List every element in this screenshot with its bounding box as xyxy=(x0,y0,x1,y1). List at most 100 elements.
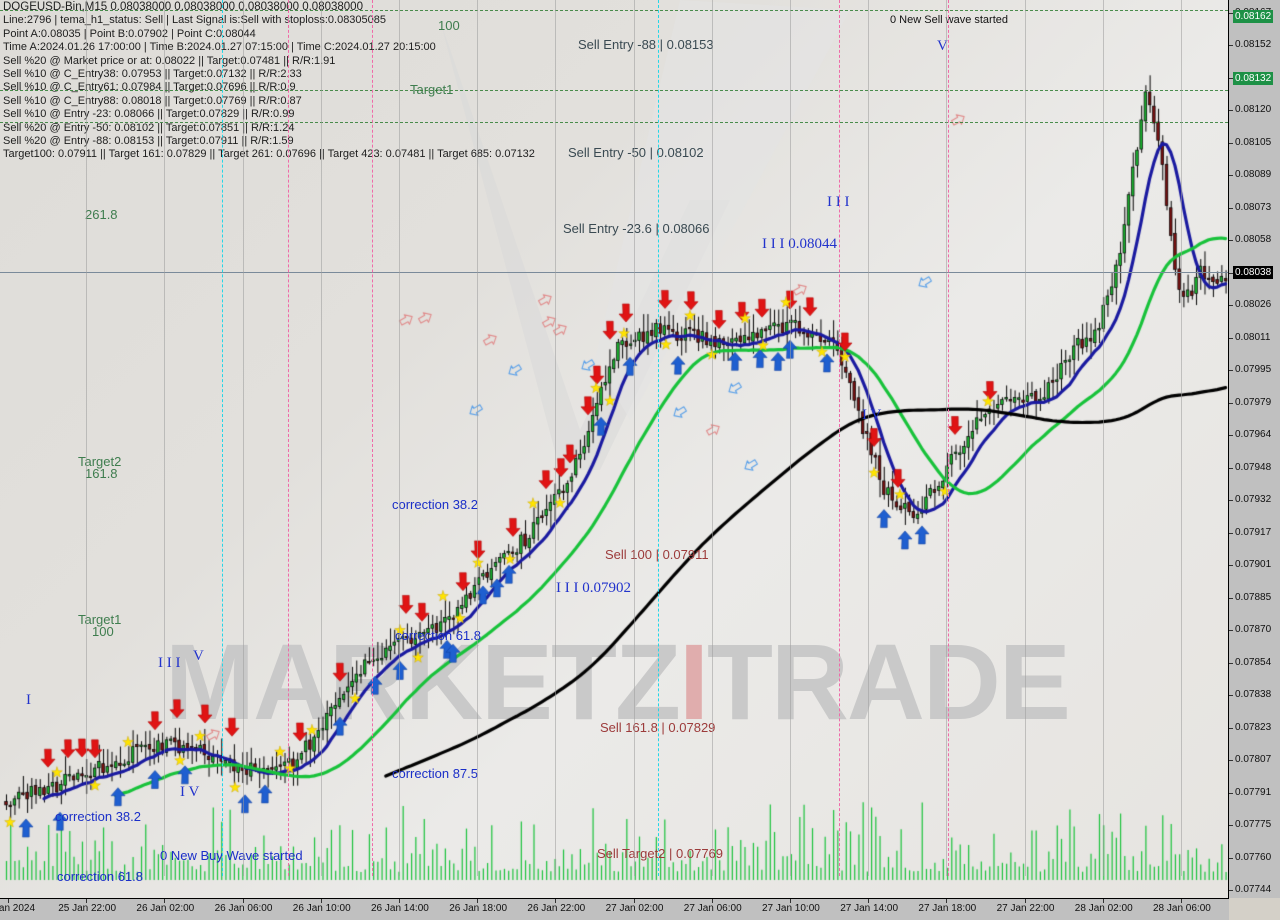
sell-161-8-label: Sell 161.8 | 0.07829 xyxy=(600,720,716,735)
wave-mark-III-left: I I I xyxy=(158,655,181,671)
time-tick-mark xyxy=(711,899,713,903)
new-sell-wave-label: 0 New Sell wave started xyxy=(890,14,1008,26)
price-badge: 0.08132 xyxy=(1233,72,1274,85)
time-tick-mark xyxy=(633,899,635,903)
time-axis[interactable]: 25 Jan 2024 25 Jan 22:00 26 Jan 02:00 26 Ja… xyxy=(0,899,1229,920)
price-badge: 0.08038 xyxy=(1233,266,1274,279)
current-price-line xyxy=(0,272,1228,273)
sell-entry-236-label: Sell Entry -23.6 | 0.08066 xyxy=(563,221,710,236)
info-line: Sell %20 @ Entry -50: 0.08102 || Target:… xyxy=(3,121,295,134)
new-buy-wave-label: 0 New Buy Wave started xyxy=(160,848,303,863)
time-tick-mark xyxy=(1181,899,1182,903)
wave-vertical-line xyxy=(372,0,373,876)
time-tick-mark xyxy=(1024,899,1026,903)
time-grid-line xyxy=(242,0,244,876)
time-tick-label: 25 Jan 2024 xyxy=(0,903,36,914)
time-tick-mark xyxy=(477,899,479,903)
target1-top-label: Target1 xyxy=(410,82,454,97)
time-tick-mark xyxy=(86,899,88,903)
level-261-8-label: 261.8 xyxy=(85,207,118,222)
time-grid-line xyxy=(477,0,479,876)
time-tick-label: 28 Jan 06:00 xyxy=(1153,903,1211,914)
wave-mark-IV-left: I V xyxy=(180,784,200,800)
target2-label: Target2 xyxy=(78,454,122,469)
wave-mark-V-left: V xyxy=(193,648,204,664)
time-grid-line xyxy=(320,0,322,876)
time-tick-mark xyxy=(555,899,557,903)
time-grid-line xyxy=(164,0,166,876)
price-axis[interactable]: 0.081670.081520.081360.081200.081050.080… xyxy=(1229,0,1280,898)
time-tick-mark xyxy=(399,899,400,903)
info-line: Target100: 0.07911 || Target 161: 0.0782… xyxy=(3,148,535,161)
wave-mark-III-price-mid: I I I 0.07902 xyxy=(556,580,631,596)
time-grid-line xyxy=(711,0,713,876)
fib-level-line xyxy=(0,122,1228,123)
time-grid-line xyxy=(1024,0,1026,876)
time-tick-label: 26 Jan 06:00 xyxy=(214,903,273,914)
time-grid-line xyxy=(868,0,870,876)
wave-vertical-line xyxy=(288,0,289,876)
chart-plot-area[interactable]: MARKETZITRADE DOGEUSD-Bin,M15 0.08038000… xyxy=(0,0,1229,899)
time-tick-mark xyxy=(790,899,791,903)
correction-61-8-mid: correction 61.8 xyxy=(395,628,481,643)
time-tick-label: 27 Jan 10:00 xyxy=(762,903,820,914)
time-grid-line xyxy=(790,0,791,876)
sell-entry-88-label: Sell Entry -88 | 0.08153 xyxy=(578,37,714,52)
info-line: Time A:2024.01.26 17:00:00 | Time B:2024… xyxy=(3,41,436,54)
price-badge: 0.08162 xyxy=(1233,10,1274,23)
time-tick-mark xyxy=(1102,899,1104,903)
time-grid-line xyxy=(399,0,400,876)
wave-vertical-line xyxy=(839,0,840,876)
symbol-line: DOGEUSD-Bin,M15 0.08038000 0.08038000 0.… xyxy=(3,1,363,13)
wave-vertical-line xyxy=(658,0,659,876)
time-grid-line xyxy=(633,0,635,876)
time-grid-line xyxy=(86,0,88,876)
time-tick-label: 25 Jan 22:00 xyxy=(58,903,117,914)
time-tick-label: 27 Jan 22:00 xyxy=(996,903,1055,914)
time-tick-label: 27 Jan 06:00 xyxy=(683,903,742,914)
sell-entry-50-label: Sell Entry -50 | 0.08102 xyxy=(568,145,704,160)
time-tick-label: 27 Jan 02:00 xyxy=(605,903,664,914)
info-line: Sell %10 @ C_Entry38: 0.07953 || Target:… xyxy=(3,68,302,81)
time-grid-line xyxy=(1181,0,1182,876)
time-grid-line xyxy=(946,0,948,876)
target1-label: Target1 xyxy=(78,612,122,627)
time-tick-mark xyxy=(242,899,244,903)
level-100-label: 100 xyxy=(438,18,460,33)
target2-value-label: 161.8 xyxy=(85,466,118,481)
info-line: Point A:0.08035 | Point B:0.07902 | Poin… xyxy=(3,27,256,40)
correction-38-2-mid: correction 38.2 xyxy=(392,497,478,512)
price-canvas[interactable] xyxy=(0,0,1228,898)
time-tick-label: 26 Jan 18:00 xyxy=(449,903,508,914)
time-tick-mark xyxy=(868,899,870,903)
wave-mark-III-right: I I I xyxy=(827,194,850,210)
target1-value-label: 100 xyxy=(92,624,114,639)
info-line: Line:2796 | tema_h1_status: Sell | Last … xyxy=(3,14,387,27)
time-tick-mark xyxy=(8,899,9,903)
fib-level-line xyxy=(0,90,1228,91)
time-tick-label: 26 Jan 14:00 xyxy=(371,903,429,914)
correction-38-2-low: correction 38.2 xyxy=(55,809,141,824)
wave-mark-IV-right: I V xyxy=(862,407,882,423)
time-tick-label: 27 Jan 18:00 xyxy=(918,903,977,914)
time-grid-line xyxy=(555,0,557,876)
time-tick-mark xyxy=(946,899,948,903)
wave-vertical-line xyxy=(948,0,949,876)
info-line: Sell %20 @ Entry -88: 0.08153 || Target:… xyxy=(3,135,294,148)
info-line: Sell %10 @ C_Entry61: 0.07984 || Target:… xyxy=(3,81,296,94)
sell-100-label: Sell 100 | 0.07911 xyxy=(605,547,709,562)
time-tick-label: 26 Jan 22:00 xyxy=(527,903,586,914)
time-tick-label: 27 Jan 14:00 xyxy=(840,903,899,914)
time-tick-label: 28 Jan 02:00 xyxy=(1074,903,1133,914)
correction-61-8-low: correction 61.8 xyxy=(57,869,143,884)
fib-level-line xyxy=(0,10,1228,11)
info-line: Sell %10 @ C_Entry88: 0.08018 || Target:… xyxy=(3,94,302,107)
info-line: Sell %10 @ Entry -23: 0.08066 || Target:… xyxy=(3,108,295,121)
wave-vertical-line xyxy=(222,0,223,876)
info-line: Sell %20 @ Market price or at: 0.08022 |… xyxy=(3,54,336,67)
correction-87-5-label: correction 87.5 xyxy=(392,766,478,781)
wave-mark-III-price-rt: I I I 0.08044 xyxy=(762,236,837,252)
time-tick-mark xyxy=(164,899,166,903)
time-tick-label: 26 Jan 10:00 xyxy=(292,903,351,914)
